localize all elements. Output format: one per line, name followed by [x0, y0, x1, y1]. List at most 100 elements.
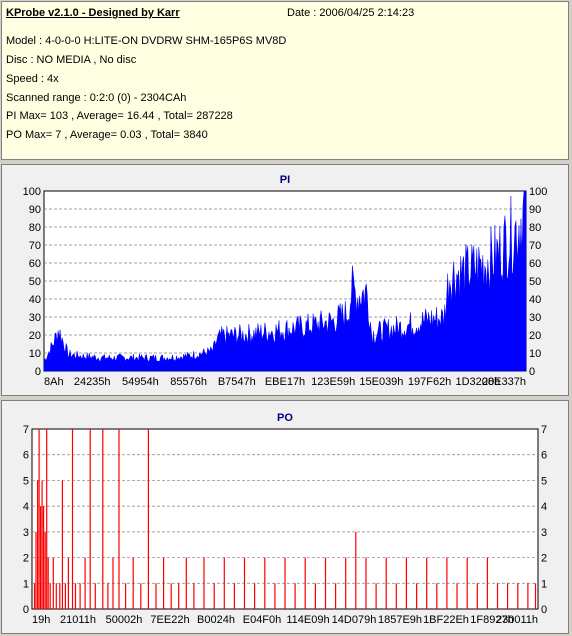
po-ytick-right: 2: [541, 553, 547, 565]
po-bar: [517, 583, 519, 609]
pi-ytick-right: 70: [529, 240, 541, 252]
po-xtick-label: 50002h: [106, 614, 143, 626]
po-ytick-left: 6: [23, 450, 29, 462]
po-bar: [155, 583, 157, 609]
po-bar: [365, 557, 367, 609]
info-pi-summary: PI Max= 103 , Average= 16.44 , Total= 28…: [6, 110, 233, 122]
po-bar: [345, 557, 347, 609]
po-bar: [395, 583, 397, 609]
pi-chart-title: PI: [280, 174, 290, 186]
pi-ytick-right: 90: [529, 204, 541, 216]
pi-ytick-left: 70: [29, 240, 41, 252]
po-bar: [233, 583, 235, 609]
po-bar: [52, 557, 54, 609]
po-bar: [67, 557, 69, 609]
pi-ytick-left: 90: [29, 204, 41, 216]
pi-xtick-label: 123E59h: [311, 376, 355, 388]
po-xtick-label: 114E09h: [286, 614, 329, 626]
pi-ytick-right: 100: [529, 186, 547, 198]
po-bar: [107, 583, 109, 609]
pi-xtick-label: 1D3208h: [455, 376, 500, 388]
po-bar: [496, 583, 499, 609]
pi-xtick-label: 54954h: [122, 376, 159, 388]
po-bar: [38, 429, 40, 609]
po-bar: [79, 583, 81, 609]
po-bar: [35, 531, 37, 609]
po-bar: [61, 480, 63, 609]
po-bar: [405, 557, 407, 609]
pi-ytick-left: 10: [29, 348, 41, 360]
po-bar: [163, 557, 165, 609]
po-ytick-left: 2: [23, 553, 29, 565]
pi-xtick-label: 20E337h: [482, 376, 526, 388]
po-bar: [47, 557, 49, 609]
po-ytick-left: 0: [23, 604, 29, 616]
pi-ytick-left: 60: [29, 258, 41, 270]
po-bar: [118, 429, 120, 609]
po-bar: [132, 557, 134, 609]
po-bar: [94, 583, 96, 609]
pi-xtick-label: EBE17h: [265, 376, 305, 388]
pi-ytick-left: 50: [29, 276, 41, 288]
po-bar: [476, 583, 478, 609]
po-ytick-right: 0: [541, 604, 547, 616]
po-bar: [55, 583, 57, 609]
po-chart-panel: PO 0 0 1 1 2 2 3 3 4 4 5 5 6 6 7 7 19h 21011h 50002h 7EE22h B…: [1, 400, 569, 634]
scan-date: Date : 2006/04/25 2:14:23: [287, 7, 415, 19]
po-bar: [426, 557, 428, 609]
po-ytick-left: 4: [23, 501, 29, 513]
pi-ytick-right: 40: [529, 294, 541, 306]
po-bar: [74, 583, 77, 609]
po-bar: [125, 583, 127, 609]
po-ytick-left: 1: [23, 578, 29, 590]
po-xtick-label: E04F0h: [243, 614, 282, 626]
pi-chart: PI 0 0 10 10 20 20 30 30 40 40 50 50 60 60 70 70 80 80 90 90…: [23, 174, 548, 388]
po-xtick-label: 1F8927h: [470, 614, 513, 626]
po-bar: [112, 557, 114, 609]
pi-ytick-left: 20: [29, 330, 41, 342]
po-bar: [193, 583, 195, 609]
po-bar: [274, 583, 276, 609]
po-bar: [46, 429, 48, 609]
po-bar: [243, 557, 246, 609]
pi-ytick-left: 80: [29, 222, 41, 234]
po-bar: [375, 583, 377, 609]
po-bar: [178, 583, 180, 609]
pi-ytick-right: 30: [529, 312, 541, 324]
po-bar: [436, 583, 438, 609]
po-bar: [89, 429, 91, 609]
info-model: Model : 4-0-0-0 H:LITE-ON DVDRW SHM-165P…: [6, 35, 287, 47]
po-xtick-label: 14D079h: [332, 614, 377, 626]
po-bar: [466, 557, 468, 609]
pi-ytick-right: 10: [529, 348, 541, 360]
po-bar: [170, 583, 172, 609]
po-bar: [416, 583, 418, 609]
pi-series-area: [43, 190, 527, 372]
po-bar: [64, 583, 66, 609]
po-bar: [44, 531, 46, 609]
po-bar: [59, 583, 61, 609]
po-bar: [254, 583, 256, 609]
po-bar: [147, 429, 149, 609]
po-bar: [294, 583, 296, 609]
po-chart: PO 0 0 1 1 2 2 3 3 4 4 5 5 6 6 7 7 19h 21011h 50002h 7EE22h B…: [23, 412, 547, 626]
po-xtick-label: 1857E9h: [378, 614, 422, 626]
po-bar: [49, 583, 51, 609]
po-xtick-label: 21011h: [60, 614, 96, 626]
po-bar: [446, 557, 448, 609]
po-bar: [527, 583, 529, 609]
po-bar: [304, 557, 306, 609]
po-bar: [314, 583, 316, 609]
po-bar: [223, 557, 225, 609]
po-bar: [385, 557, 387, 609]
po-bar: [84, 557, 86, 609]
po-bar: [284, 557, 286, 609]
po-ytick-left: 5: [23, 475, 29, 487]
po-bar: [213, 583, 215, 609]
po-ytick-right: 3: [541, 527, 547, 539]
pi-ytick-left: 0: [35, 366, 41, 378]
pi-xtick-label: 24235h: [74, 376, 111, 388]
po-bar: [71, 429, 74, 609]
po-bar: [355, 531, 357, 609]
info-disc: Disc : NO MEDIA , No disc: [6, 54, 137, 66]
